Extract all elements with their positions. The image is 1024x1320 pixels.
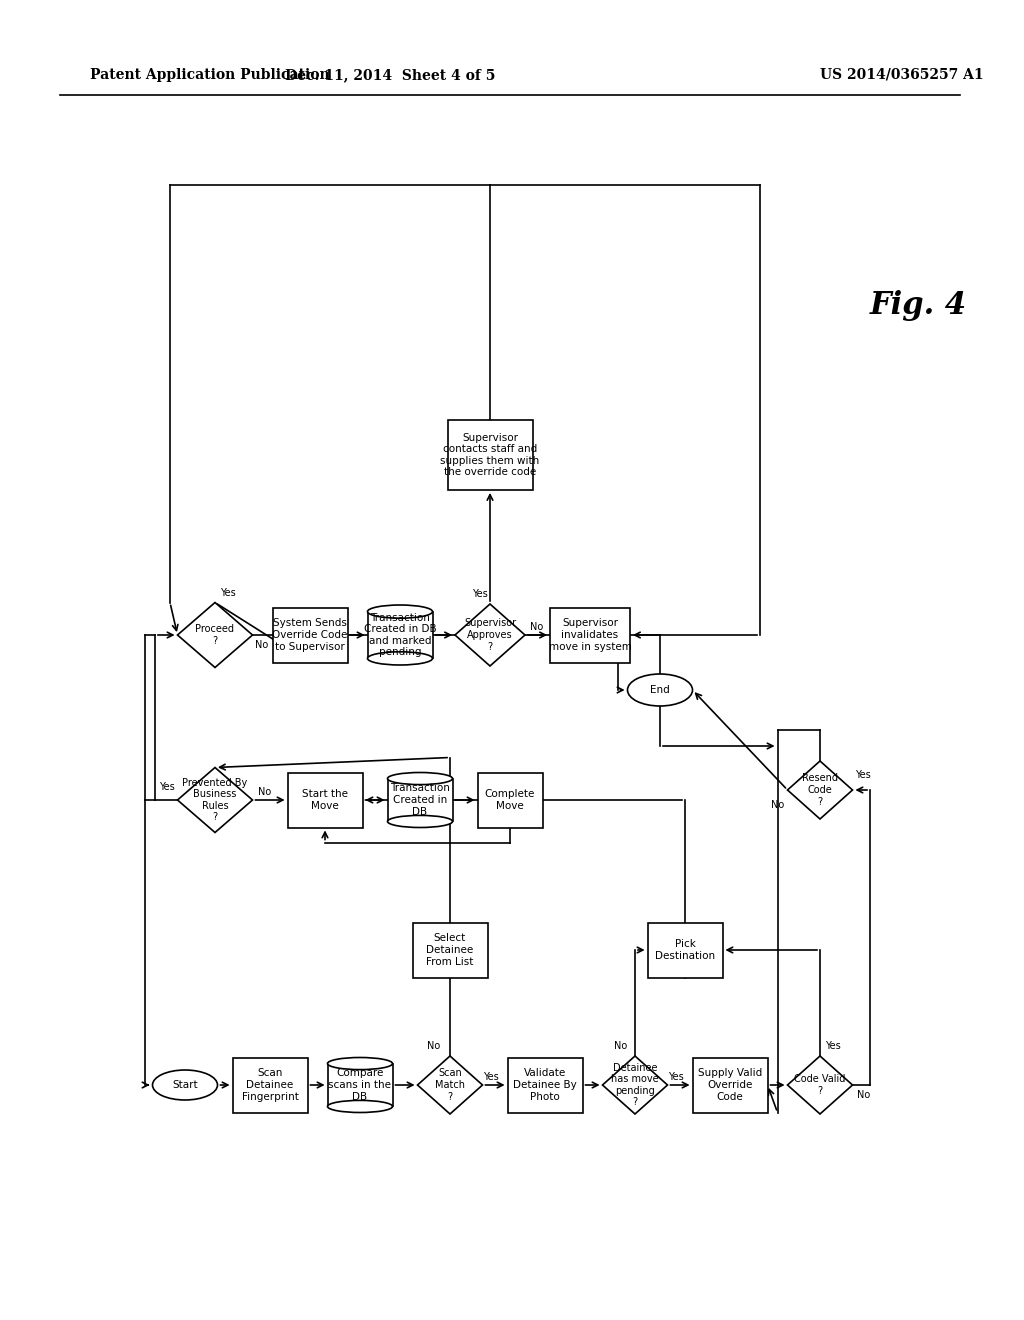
FancyBboxPatch shape: [368, 611, 432, 659]
Ellipse shape: [387, 816, 453, 828]
Text: Yes: Yes: [159, 781, 174, 792]
Ellipse shape: [368, 652, 432, 665]
FancyBboxPatch shape: [328, 1064, 392, 1106]
Text: Resend
Code
?: Resend Code ?: [802, 774, 838, 807]
Polygon shape: [418, 1056, 482, 1114]
Polygon shape: [602, 1056, 668, 1114]
Text: Proceed
?: Proceed ?: [196, 624, 234, 645]
FancyBboxPatch shape: [550, 607, 630, 663]
Text: End: End: [650, 685, 670, 696]
FancyBboxPatch shape: [387, 779, 453, 821]
Text: No: No: [857, 1090, 870, 1100]
Text: Select
Detainee
From List: Select Detainee From List: [426, 933, 474, 966]
Text: US 2014/0365257 A1: US 2014/0365257 A1: [820, 69, 984, 82]
Text: No: No: [258, 787, 271, 797]
FancyBboxPatch shape: [288, 772, 362, 828]
Ellipse shape: [628, 675, 692, 706]
Text: Supply Valid
Override
Code: Supply Valid Override Code: [698, 1068, 762, 1102]
Text: No: No: [427, 1041, 440, 1051]
Ellipse shape: [387, 772, 453, 784]
Ellipse shape: [328, 1101, 392, 1113]
Text: No: No: [256, 640, 268, 649]
Text: No: No: [771, 800, 784, 810]
Text: Yes: Yes: [220, 587, 236, 598]
FancyBboxPatch shape: [508, 1057, 583, 1113]
Polygon shape: [787, 762, 853, 818]
Ellipse shape: [153, 1071, 217, 1100]
Text: Dec. 11, 2014  Sheet 4 of 5: Dec. 11, 2014 Sheet 4 of 5: [285, 69, 496, 82]
FancyBboxPatch shape: [447, 420, 532, 490]
Text: Code Valid
?: Code Valid ?: [795, 1074, 846, 1096]
Text: Fig. 4: Fig. 4: [870, 290, 967, 321]
Text: Scan
Match
?: Scan Match ?: [435, 1068, 465, 1102]
Polygon shape: [177, 767, 253, 833]
Text: Supervisor
invalidates
move in system: Supervisor invalidates move in system: [549, 618, 632, 652]
Text: No: No: [613, 1041, 627, 1051]
Text: Complete
Move: Complete Move: [484, 789, 536, 810]
Text: Transaction
Created in DB
and marked
pending: Transaction Created in DB and marked pen…: [364, 612, 436, 657]
Text: Validate
Detainee By
Photo: Validate Detainee By Photo: [513, 1068, 577, 1102]
Text: Yes: Yes: [472, 589, 487, 599]
FancyBboxPatch shape: [272, 607, 347, 663]
Text: System Sends
Override Code
to Supervisor: System Sends Override Code to Supervisor: [272, 618, 348, 652]
FancyBboxPatch shape: [413, 923, 487, 978]
Text: No: No: [530, 622, 544, 632]
Text: Detainee
has move
pending
?: Detainee has move pending ?: [611, 1063, 658, 1107]
FancyBboxPatch shape: [232, 1057, 307, 1113]
Text: Patent Application Publication: Patent Application Publication: [90, 69, 330, 82]
FancyBboxPatch shape: [477, 772, 543, 828]
Text: Transaction
Created in
DB: Transaction Created in DB: [390, 783, 450, 817]
Polygon shape: [787, 1056, 853, 1114]
Ellipse shape: [328, 1057, 392, 1069]
Text: Yes: Yes: [825, 1041, 841, 1051]
Text: Compare
scans in the
DB: Compare scans in the DB: [329, 1068, 391, 1102]
Text: Pick
Destination: Pick Destination: [655, 940, 715, 961]
Text: Start the
Move: Start the Move: [302, 789, 348, 810]
Polygon shape: [455, 605, 525, 667]
Text: Prevented By
Business
Rules
?: Prevented By Business Rules ?: [182, 777, 248, 822]
Polygon shape: [177, 602, 253, 668]
FancyBboxPatch shape: [647, 923, 723, 978]
Text: Scan
Detainee
Fingerprint: Scan Detainee Fingerprint: [242, 1068, 298, 1102]
Text: Yes: Yes: [668, 1072, 683, 1082]
Text: Supervisor
contacts staff and
supplies them with
the override code: Supervisor contacts staff and supplies t…: [440, 433, 540, 478]
Text: Start: Start: [172, 1080, 198, 1090]
Text: Supervisor
Approves
?: Supervisor Approves ?: [464, 618, 516, 652]
FancyBboxPatch shape: [692, 1057, 768, 1113]
Text: Yes: Yes: [855, 770, 871, 780]
Text: Yes: Yes: [482, 1072, 499, 1082]
Ellipse shape: [368, 605, 432, 618]
